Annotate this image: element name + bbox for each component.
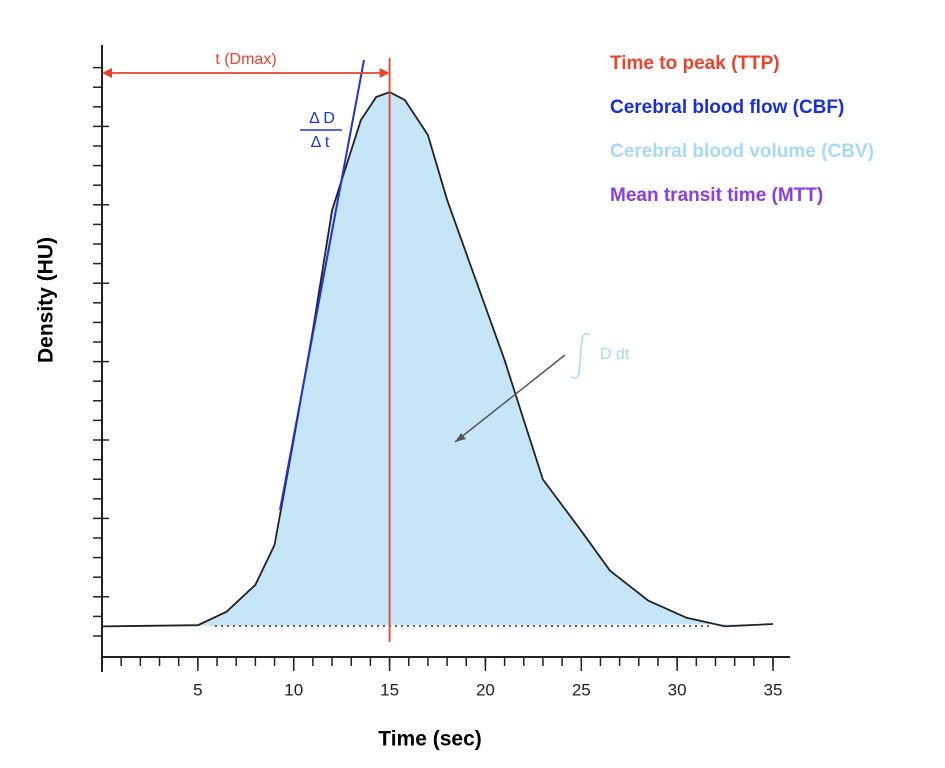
legend-entry: Mean transit time (MTT): [610, 185, 823, 206]
x-tick-label: 10: [284, 680, 303, 699]
curve: [101, 91, 774, 628]
arrow: [454, 354, 566, 443]
t-dmax-label: t (Dmax): [215, 51, 276, 68]
tangent-line: [279, 59, 365, 511]
integral-sign: [570, 332, 591, 380]
delta-t: Δ t: [311, 134, 330, 151]
legend-entry: Cerebral blood flow (CBF): [610, 97, 844, 118]
x-tick-label: 30: [668, 680, 687, 699]
x-axis-label: Time (sec): [378, 728, 482, 751]
area: [102, 92, 773, 627]
x-tick-label: 15: [380, 680, 399, 699]
x-tick-label: 25: [572, 680, 591, 699]
delta-d: Δ D: [309, 110, 335, 127]
x-tick-label: 35: [764, 680, 783, 699]
legend-entry: Time to peak (TTP): [610, 53, 780, 74]
legend: Time to peak (TTP) Cerebral blood flow (C…: [610, 53, 874, 206]
arrow-head: [102, 68, 112, 78]
x-tick-label: 5: [193, 680, 202, 699]
y-axis-label: Density (HU): [35, 237, 58, 363]
arrow-head: [379, 68, 390, 78]
legend-entry: Cerebral blood volume (CBV): [610, 141, 874, 162]
plot: 5 10 15 20 25 30 35: [93, 45, 790, 699]
arrow-head: [455, 433, 466, 442]
integral-label: D dt: [600, 346, 630, 363]
x-tick-label: 20: [476, 680, 495, 699]
